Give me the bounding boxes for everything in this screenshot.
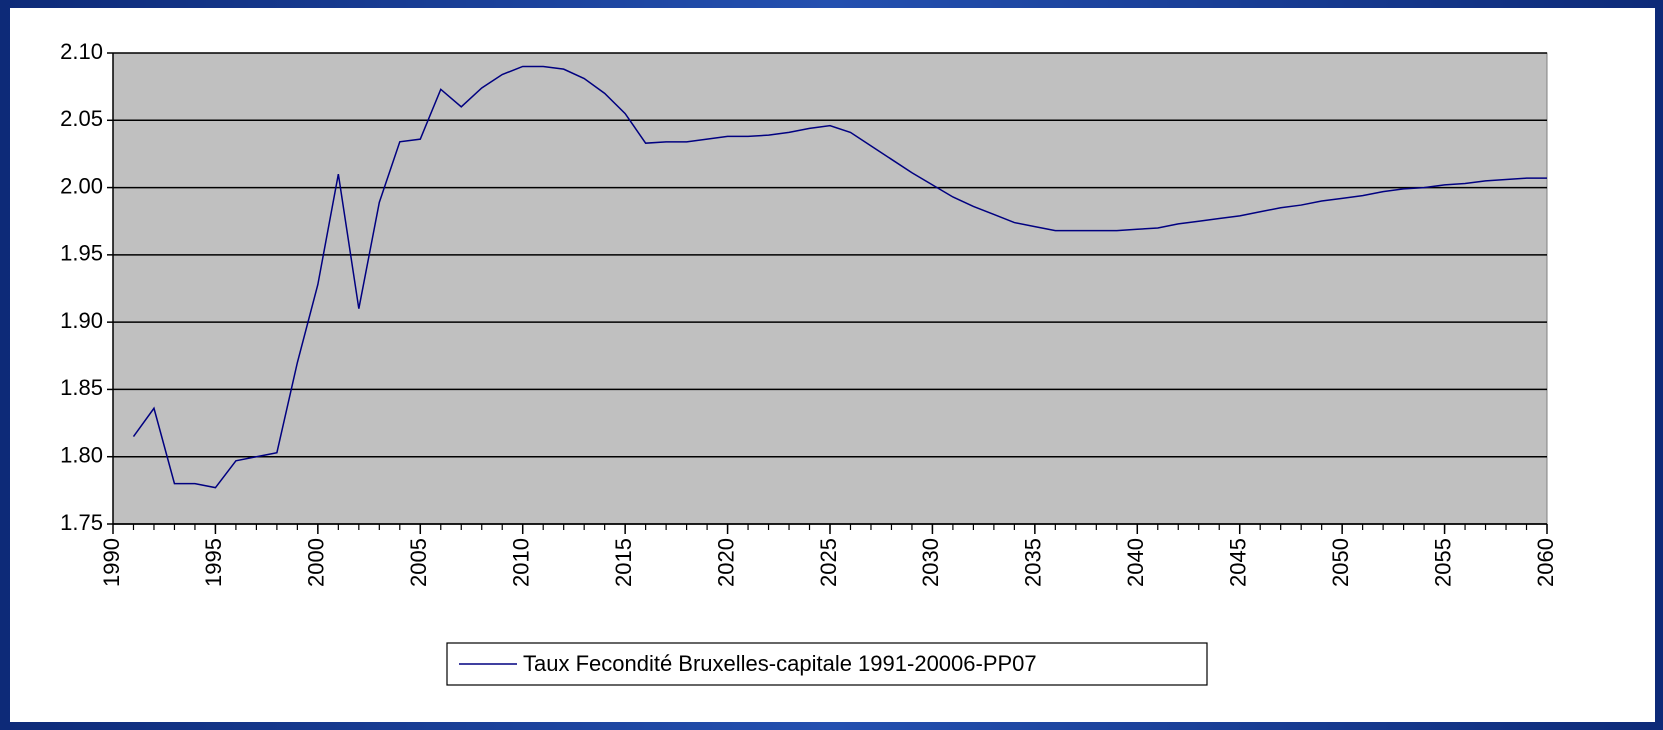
- x-tick-label: 2000: [304, 538, 329, 587]
- x-tick-label: 1995: [201, 538, 226, 587]
- x-tick-label: 2030: [918, 538, 943, 587]
- plot-area: [112, 52, 1548, 525]
- y-tick-label: 2.10: [60, 39, 103, 64]
- y-tick-label: 1.85: [60, 375, 103, 400]
- x-tick-label: 2050: [1328, 538, 1353, 587]
- x-tick-label: 2055: [1430, 538, 1455, 587]
- x-tick-label: 2020: [713, 538, 738, 587]
- y-tick-label: 2.00: [60, 173, 103, 198]
- x-tick-label: 2035: [1021, 538, 1046, 587]
- y-tick-label: 1.75: [60, 510, 103, 535]
- legend-label: Taux Fecondité Bruxelles-capitale 1991-2…: [523, 651, 1037, 676]
- x-tick-label: 2015: [611, 538, 636, 587]
- y-tick-label: 1.95: [60, 241, 103, 266]
- x-tick-label: 2060: [1533, 538, 1558, 587]
- x-tick-label: 2045: [1226, 538, 1251, 587]
- y-tick-label: 2.05: [60, 106, 103, 131]
- x-tick-label: 2040: [1123, 538, 1148, 587]
- x-tick-label: 2010: [509, 538, 534, 587]
- x-tick-label: 2025: [816, 538, 841, 587]
- legend-box: [446, 642, 1208, 686]
- y-tick-label: 1.90: [60, 308, 103, 333]
- x-tick-label: 2005: [406, 538, 431, 587]
- series-line: [132, 65, 1547, 489]
- y-tick-label: 1.80: [60, 443, 103, 468]
- x-tick-label: 1990: [99, 538, 124, 587]
